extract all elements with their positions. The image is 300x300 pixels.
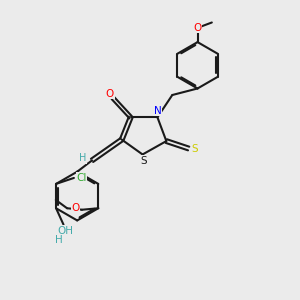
Text: O: O [194,23,202,33]
Text: O: O [106,88,114,98]
Text: H: H [55,235,63,245]
Text: H: H [79,153,86,163]
Text: S: S [192,143,199,154]
Text: N: N [154,106,161,116]
Text: Cl: Cl [76,173,86,183]
Text: S: S [141,156,147,166]
Text: O: O [71,203,80,213]
Text: OH: OH [57,226,73,236]
